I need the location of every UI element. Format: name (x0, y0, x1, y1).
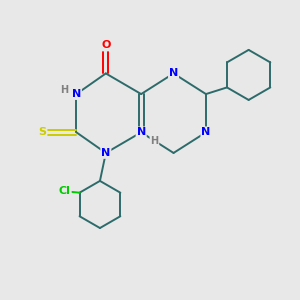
Text: N: N (169, 68, 178, 78)
Text: N: N (136, 127, 146, 137)
Text: N: N (201, 127, 211, 137)
Text: S: S (38, 127, 46, 137)
Text: Cl: Cl (59, 186, 71, 196)
Text: N: N (101, 148, 110, 158)
Text: H: H (150, 136, 158, 146)
Text: N: N (72, 89, 81, 99)
Text: O: O (101, 40, 110, 50)
Text: H: H (60, 85, 68, 94)
